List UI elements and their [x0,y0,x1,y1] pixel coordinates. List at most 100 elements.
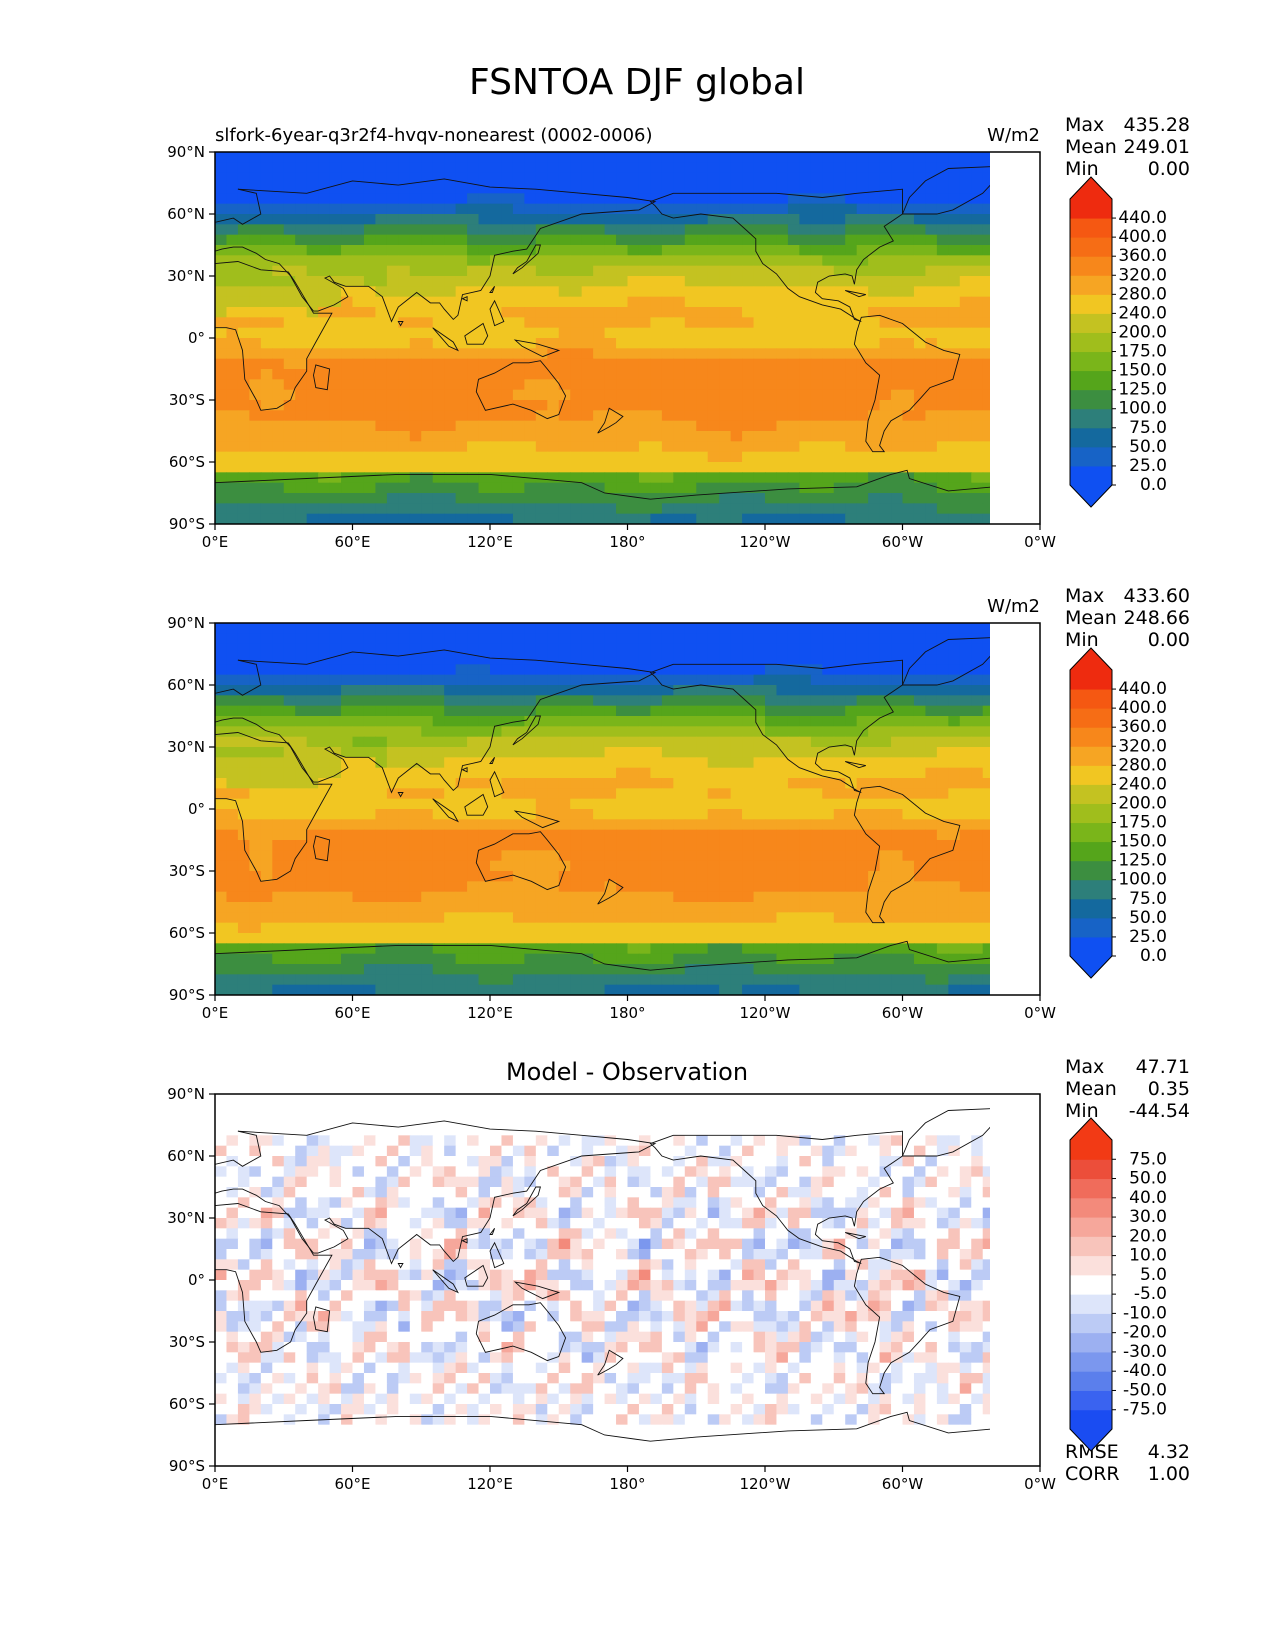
field-cell [558,482,571,494]
field-cell [971,767,984,779]
field-cell [318,788,331,800]
field-cell [742,410,755,422]
field-cell [661,912,674,924]
field-cell [948,736,961,748]
field-cell [375,327,388,339]
field-cell [604,265,617,277]
field-cell [260,265,273,277]
field-cell [684,736,697,748]
field-cell [787,819,800,831]
field-cell [524,234,537,246]
field-cell [581,747,594,758]
field-cell [925,654,938,665]
field-cell [352,654,365,665]
field-cell [352,850,365,862]
field-cell [524,338,537,349]
field-cell [535,747,548,758]
field-cell [616,162,629,174]
field-cell [295,214,308,225]
field-cell [616,513,629,524]
field-cell [570,840,583,851]
field-cell [386,327,399,339]
field-cell [787,850,800,862]
field-cell [776,286,789,298]
field-cell [490,152,503,163]
field-cell [845,503,858,515]
field-cell [879,193,892,205]
field-cell [260,674,273,686]
field-cell [696,798,709,810]
field-cell [845,245,858,256]
field-cell [948,747,961,758]
field-cell [833,809,846,820]
field-cell [673,685,686,696]
field-cell [1017,338,1029,349]
field-cell [237,338,250,349]
field-cell [799,327,812,339]
field-cell [478,860,491,872]
field-cell [237,482,250,494]
field-cell [627,482,640,494]
field-cell [432,674,445,686]
field-cell [638,902,652,913]
field-cell [352,840,365,851]
field-cell [868,736,881,748]
field-cell [593,307,606,318]
field-cell [879,493,892,504]
field-cell [249,369,262,380]
field-cell [260,633,273,645]
field-cell [363,513,377,524]
field-cell [306,338,319,349]
field-cell [455,664,468,676]
field-cell [318,643,331,655]
field-cell [283,245,296,256]
field-cell [833,317,846,329]
field-cell [638,503,652,515]
field-cell [833,296,846,308]
field-cell [936,747,949,758]
field-cell [467,224,480,236]
field-cell [352,431,365,442]
field-cell [570,654,583,665]
field-cell [558,245,571,256]
field-cell [501,747,514,758]
field-cell [650,389,663,401]
field-cell [547,348,560,360]
field-cell [432,410,445,422]
colorbar-tick-label: 125.0 [1118,380,1167,400]
field-cell [409,798,422,810]
field-cell [913,829,927,841]
field-cell [409,400,422,411]
field-cell [524,767,537,779]
field-cell [684,482,697,494]
field-cell [1029,685,1041,696]
field-cell [432,943,445,955]
field-cell [616,389,629,401]
field-cell [467,296,480,308]
field-cell [329,296,342,308]
field-cell [444,482,457,494]
field-cell [891,276,904,287]
field-cell [787,482,800,494]
field-cell [730,695,743,707]
field-cell [1006,183,1018,194]
field-cell [490,623,503,634]
field-cell [833,327,846,339]
field-cell [810,234,823,246]
field-cell [237,410,250,422]
field-cell [226,400,239,411]
field-cell [994,737,1006,748]
field-cell [329,819,342,831]
colorbar-swatch [1070,465,1112,486]
field-cell [627,172,640,184]
field-cell [215,338,228,349]
field-cell [409,943,422,955]
field-cell [306,317,319,329]
field-cell [799,685,812,696]
field-cell [352,389,365,401]
field-cell [707,809,720,820]
field-cell [627,922,640,934]
field-cell [237,503,250,515]
field-cell [593,788,606,800]
field-cell [352,860,365,872]
